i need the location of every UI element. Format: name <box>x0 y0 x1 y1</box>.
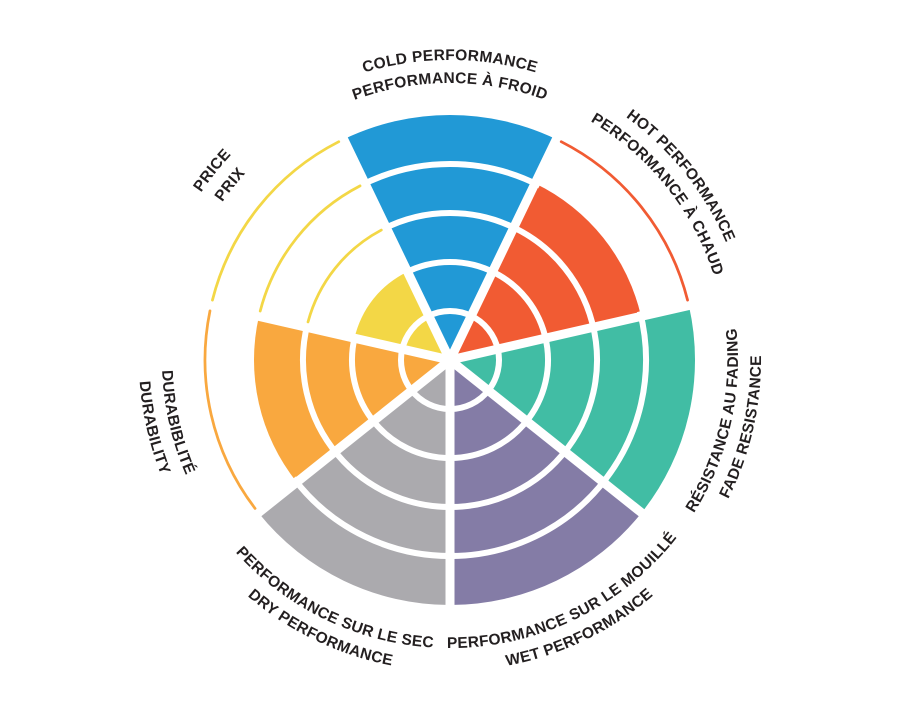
sector-gap-line <box>336 130 455 362</box>
sector-cold-wedge <box>343 114 557 360</box>
sector-cold-ring-separator <box>358 161 542 189</box>
sector-price-wedge <box>354 271 450 360</box>
sector-dry-ring-separator <box>291 476 456 559</box>
sector-wedges <box>253 114 696 605</box>
sector-dry-ring-separator <box>330 446 454 510</box>
sector-fade-ring-separator <box>522 334 551 426</box>
sector-fade-ring-separator <box>560 322 600 457</box>
sector-fade-ring-separator <box>597 310 649 489</box>
sector-price-unfilled-ring-arc <box>306 228 383 324</box>
sector-label-cold-fr: PERFORMANCE À FROID <box>350 70 550 104</box>
sector-fade-wedge <box>450 305 696 513</box>
sector-gap-line <box>448 299 698 365</box>
sector-price-unfilled-ring-arc <box>258 184 362 313</box>
sector-price-unfilled-ring-arc <box>211 140 341 302</box>
sector-gap-line <box>447 356 651 522</box>
sector-label-hot-en: HOT PERFORMANCE <box>623 106 738 244</box>
sector-cold-ring-separator <box>381 209 519 232</box>
sector-wet-ring-separator <box>444 476 609 559</box>
sector-durability-ring-separator <box>300 322 340 457</box>
wheel-hub <box>441 351 459 369</box>
sector-label-cold-fr-text: PERFORMANCE À FROID <box>350 70 549 104</box>
sector-dry-wedge <box>258 360 450 605</box>
radial-separators <box>202 130 698 613</box>
sector-hot-ring-separator <box>509 223 598 332</box>
unfilled-ring-arcs <box>203 140 689 510</box>
sector-durability-unfilled-ring-arc <box>203 309 257 510</box>
sector-wet-ring-separator <box>447 417 531 461</box>
sector-wet-wedge <box>450 360 642 605</box>
sector-gap-line <box>445 130 564 362</box>
sector-cold-ring-separator <box>403 259 497 276</box>
sector-durability-ring-separator <box>349 334 378 426</box>
sector-hot-ring-separator <box>488 267 550 342</box>
sector-gap-line <box>202 299 452 365</box>
sector-wet-ring-separator <box>446 446 570 510</box>
sector-label-hot-en-text: HOT PERFORMANCE <box>623 106 737 244</box>
sector-dry-ring-separator <box>369 417 453 461</box>
sector-hot-unfilled-ring-arc <box>559 140 689 302</box>
sector-gap-line <box>249 356 453 522</box>
